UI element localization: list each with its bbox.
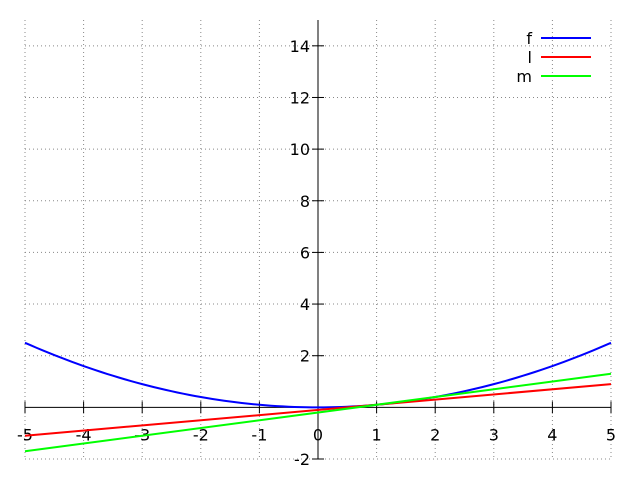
x-tick-label: 5 xyxy=(606,425,616,444)
y-tick-label: 8 xyxy=(300,192,310,211)
x-tick-label: -4 xyxy=(76,425,92,444)
legend-label-l: l xyxy=(528,48,532,67)
y-tick-label: 12 xyxy=(290,88,310,107)
x-tick-label: 2 xyxy=(430,425,440,444)
x-tick-label: 1 xyxy=(372,425,382,444)
series-line-f xyxy=(24,341,612,409)
series-lines xyxy=(24,341,612,453)
legend: flm xyxy=(516,29,591,86)
y-tick-label: 2 xyxy=(300,347,310,366)
x-tick-label: -2 xyxy=(193,425,209,444)
legend-label-m: m xyxy=(516,67,532,86)
x-tick-label: 4 xyxy=(547,425,557,444)
series-line-l xyxy=(24,383,612,437)
y-tick-label: 10 xyxy=(290,140,310,159)
legend-label-f: f xyxy=(526,29,532,48)
y-tick-label: 6 xyxy=(300,243,310,262)
grid xyxy=(24,20,612,460)
y-tick-label: -2 xyxy=(294,450,310,469)
x-tick-label: 3 xyxy=(489,425,499,444)
y-tick-label: 4 xyxy=(300,295,310,314)
y-tick-label: 14 xyxy=(290,37,310,56)
x-tick-label: 0 xyxy=(313,425,323,444)
x-tick-label: -1 xyxy=(251,425,267,444)
series-line-m xyxy=(24,372,612,453)
